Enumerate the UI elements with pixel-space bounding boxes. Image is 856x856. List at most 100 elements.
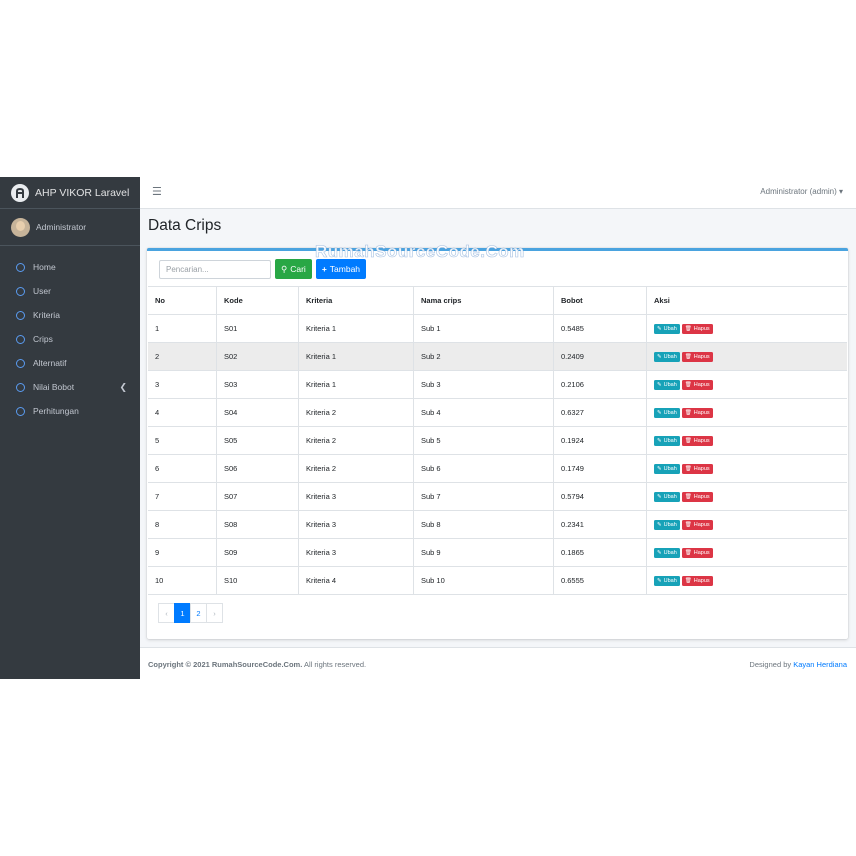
- trash-icon: 🗑: [684, 409, 692, 416]
- brand-link[interactable]: AHP VIKOR Laravel: [0, 177, 140, 209]
- edit-button[interactable]: ✎ Ubah: [654, 435, 680, 446]
- cell-kode: S06: [216, 454, 299, 483]
- sidebar-item-home[interactable]: Home: [0, 255, 140, 279]
- delete-button[interactable]: 🗑 Hapus: [681, 547, 713, 558]
- cell-aksi: ✎ Ubah 🗑 Hapus: [646, 370, 847, 399]
- sidebar-item-kriteria[interactable]: Kriteria: [0, 303, 140, 327]
- circle-icon: [16, 406, 25, 416]
- pagination-prev[interactable]: ‹: [158, 603, 175, 623]
- user-name: Administrator: [36, 222, 87, 232]
- search-button[interactable]: ⚲ Cari: [275, 259, 312, 279]
- edit-label: Ubah: [663, 521, 677, 528]
- cell-bobot: 0.1865: [553, 538, 647, 567]
- table-row: 3 S03 Kriteria 1 Sub 3 0.2106 ✎ Ubah 🗑 Hapus: [148, 370, 847, 399]
- sidebar-item-user[interactable]: User: [0, 279, 140, 303]
- row-actions: ✎ Ubah 🗑 Hapus: [654, 435, 840, 446]
- trash-icon: 🗑: [684, 549, 692, 556]
- sidebar-item-crips[interactable]: Crips: [0, 327, 140, 351]
- col-bobot: Bobot: [553, 286, 647, 315]
- pagination-page-2[interactable]: 2: [190, 603, 207, 623]
- row-actions: ✎ Ubah 🗑 Hapus: [654, 575, 840, 586]
- edit-icon: ✎: [657, 381, 662, 388]
- sidebar-item-alternatif[interactable]: Alternatif: [0, 351, 140, 375]
- sidebar-item-label: Crips: [33, 334, 53, 344]
- delete-label: Hapus: [693, 353, 710, 360]
- cell-nama-crips: Sub 9: [413, 538, 554, 567]
- cell-kode: S01: [216, 314, 299, 343]
- table-row: 4 S04 Kriteria 2 Sub 4 0.6327 ✎ Ubah 🗑 Hapus: [148, 398, 847, 427]
- delete-button[interactable]: 🗑 Hapus: [681, 575, 713, 586]
- author-link[interactable]: Kayan Herdiana: [793, 660, 847, 669]
- cell-kriteria: Kriteria 2: [298, 426, 414, 455]
- cell-kode: S05: [216, 426, 299, 455]
- row-actions: ✎ Ubah 🗑 Hapus: [654, 379, 840, 390]
- footer-credit: Designed by Kayan Herdiana: [749, 660, 847, 669]
- trash-icon: 🗑: [684, 381, 692, 388]
- delete-label: Hapus: [693, 381, 710, 388]
- cell-no: 5: [148, 426, 217, 455]
- pagination-page-1[interactable]: 1: [174, 603, 191, 623]
- cell-nama-crips: Sub 7: [413, 482, 554, 511]
- table-row: 6 S06 Kriteria 2 Sub 6 0.1749 ✎ Ubah 🗑 Hapus: [148, 454, 847, 483]
- delete-button[interactable]: 🗑 Hapus: [681, 379, 713, 390]
- cell-no: 9: [148, 538, 217, 567]
- delete-button[interactable]: 🗑 Hapus: [681, 435, 713, 446]
- row-actions: ✎ Ubah 🗑 Hapus: [654, 491, 840, 502]
- trash-icon: 🗑: [684, 465, 692, 472]
- cell-nama-crips: Sub 3: [413, 370, 554, 399]
- delete-label: Hapus: [693, 549, 710, 556]
- edit-button[interactable]: ✎ Ubah: [654, 351, 680, 362]
- cell-kriteria: Kriteria 1: [298, 342, 414, 371]
- pagination-next[interactable]: ›: [206, 603, 223, 623]
- delete-button[interactable]: 🗑 Hapus: [681, 351, 713, 362]
- cell-kode: S07: [216, 482, 299, 511]
- sidebar-item-perhitungan[interactable]: Perhitungan: [0, 399, 140, 423]
- hamburger-icon[interactable]: ☰: [152, 186, 162, 198]
- cell-aksi: ✎ Ubah 🗑 Hapus: [646, 566, 847, 595]
- edit-button[interactable]: ✎ Ubah: [654, 323, 680, 334]
- delete-button[interactable]: 🗑 Hapus: [681, 463, 713, 474]
- add-button[interactable]: + Tambah: [315, 259, 367, 279]
- edit-button[interactable]: ✎ Ubah: [654, 491, 680, 502]
- edit-button[interactable]: ✎ Ubah: [654, 575, 680, 586]
- delete-button[interactable]: 🗑 Hapus: [681, 407, 713, 418]
- cell-no: 4: [148, 398, 217, 427]
- cell-kriteria: Kriteria 2: [298, 454, 414, 483]
- search-button-label: Cari: [290, 264, 306, 274]
- cell-bobot: 0.1924: [553, 426, 647, 455]
- table-row: 7 S07 Kriteria 3 Sub 7 0.5794 ✎ Ubah 🗑 Hapus: [148, 482, 847, 511]
- search-input[interactable]: [159, 259, 271, 279]
- cell-bobot: 0.6327: [553, 398, 647, 427]
- cell-bobot: 0.5485: [553, 314, 647, 343]
- delete-button[interactable]: 🗑 Hapus: [681, 491, 713, 502]
- cell-bobot: 0.2341: [553, 510, 647, 539]
- edit-button[interactable]: ✎ Ubah: [654, 407, 680, 418]
- cell-kode: S08: [216, 510, 299, 539]
- toolbar: ⚲ Cari + Tambah: [159, 258, 367, 280]
- cell-bobot: 0.5794: [553, 482, 647, 511]
- trash-icon: 🗑: [684, 437, 692, 444]
- trash-icon: 🗑: [684, 493, 692, 500]
- cell-bobot: 0.2409: [553, 342, 647, 371]
- sidebar-item-nilai-bobot[interactable]: Nilai Bobot ❮: [0, 375, 140, 399]
- table-row: 8 S08 Kriteria 3 Sub 8 0.2341 ✎ Ubah 🗑 Hapus: [148, 510, 847, 539]
- edit-button[interactable]: ✎ Ubah: [654, 519, 680, 530]
- cell-no: 1: [148, 314, 217, 343]
- delete-label: Hapus: [693, 465, 710, 472]
- delete-button[interactable]: 🗑 Hapus: [681, 323, 713, 334]
- row-actions: ✎ Ubah 🗑 Hapus: [654, 519, 840, 530]
- watermark: RumahSourceCode.Com: [315, 242, 525, 262]
- edit-button[interactable]: ✎ Ubah: [654, 463, 680, 474]
- top-navbar: ☰ Administrator (admin) ▾: [140, 177, 856, 209]
- cell-bobot: 0.1749: [553, 454, 647, 483]
- user-panel[interactable]: Administrator: [0, 209, 140, 246]
- delete-button[interactable]: 🗑 Hapus: [681, 519, 713, 530]
- table-row: 10 S10 Kriteria 4 Sub 10 0.6555 ✎ Ubah 🗑 Hapus: [148, 566, 847, 595]
- edit-button[interactable]: ✎ Ubah: [654, 547, 680, 558]
- edit-icon: ✎: [657, 437, 662, 444]
- sidebar-item-label: Kriteria: [33, 310, 60, 320]
- cell-aksi: ✎ Ubah 🗑 Hapus: [646, 398, 847, 427]
- account-dropdown[interactable]: Administrator (admin) ▾: [760, 187, 843, 196]
- edit-button[interactable]: ✎ Ubah: [654, 379, 680, 390]
- edit-label: Ubah: [663, 381, 677, 388]
